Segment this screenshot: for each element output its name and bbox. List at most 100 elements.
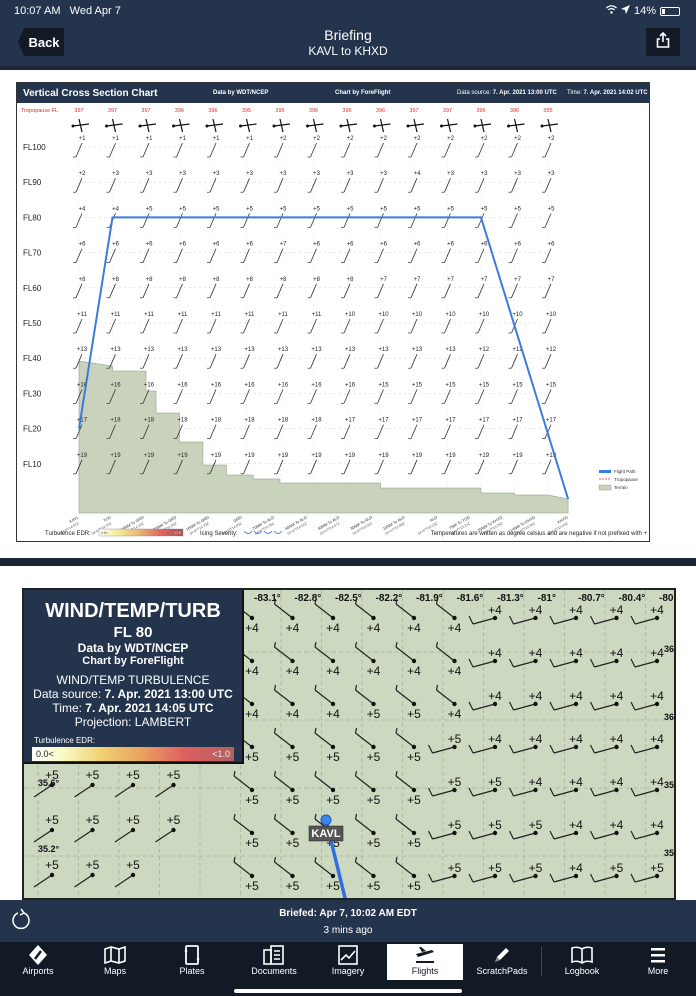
- tab-plates[interactable]: Plates: [154, 944, 230, 980]
- svg-text:+4: +4: [529, 603, 543, 617]
- refresh-icon: [12, 908, 30, 930]
- svg-text:+5: +5: [313, 206, 321, 212]
- svg-text:+4: +4: [610, 603, 624, 617]
- svg-text:+13: +13: [144, 347, 155, 353]
- svg-text:+1: +1: [79, 136, 87, 142]
- svg-text:+7: +7: [380, 277, 388, 283]
- svg-text:+4: +4: [569, 732, 583, 746]
- svg-text:+18: +18: [211, 418, 222, 424]
- svg-text:+19: +19: [110, 453, 121, 459]
- svg-text:+4: +4: [79, 206, 87, 212]
- svg-text:+4: +4: [650, 689, 664, 703]
- svg-text:FL70: FL70: [23, 249, 42, 258]
- svg-text:+4: +4: [245, 621, 259, 635]
- svg-text:+11: +11: [178, 312, 188, 318]
- svg-text:+19: +19: [378, 453, 389, 459]
- refresh-button[interactable]: [10, 908, 32, 932]
- svg-text:TOC: TOC: [102, 514, 112, 523]
- svg-text:+11: +11: [278, 312, 288, 318]
- tab-flights[interactable]: Flights: [387, 944, 463, 980]
- svg-text:+17: +17: [445, 418, 456, 424]
- svg-text:+13: +13: [345, 347, 356, 353]
- svg-text:-80: -80: [659, 593, 674, 604]
- svg-text:+6: +6: [414, 242, 422, 248]
- svg-text:+4: +4: [569, 603, 583, 617]
- svg-text:+16: +16: [345, 382, 356, 388]
- tab-maps[interactable]: Maps: [77, 944, 153, 980]
- svg-text:+4: +4: [650, 732, 664, 746]
- svg-text:+5: +5: [367, 836, 381, 850]
- svg-text:+4: +4: [286, 621, 300, 635]
- share-button[interactable]: [646, 28, 680, 56]
- svg-text:+5: +5: [286, 750, 300, 764]
- svg-text:+13: +13: [311, 347, 322, 353]
- svg-text:+5: +5: [280, 206, 288, 212]
- svg-text:+5: +5: [179, 206, 187, 212]
- tab-imagery[interactable]: Imagery: [310, 944, 386, 980]
- svg-text:+6: +6: [213, 242, 221, 248]
- wifi-icon: [606, 5, 617, 17]
- svg-text:+16: +16: [177, 382, 188, 388]
- maps-icon: [77, 944, 153, 966]
- svg-text:+4: +4: [407, 621, 421, 635]
- svg-text:+16: +16: [211, 382, 222, 388]
- svg-text:+8: +8: [213, 277, 221, 283]
- svg-text:-81.9°: -81.9°: [416, 593, 443, 604]
- svg-text:-81°: -81°: [538, 593, 556, 604]
- svg-text:396: 396: [342, 108, 351, 114]
- svg-text:+1: +1: [146, 136, 154, 142]
- svg-text:+2: +2: [481, 136, 489, 142]
- svg-text:+11: +11: [111, 312, 121, 318]
- svg-text:+4: +4: [448, 707, 462, 721]
- vertical-cross-section-chart[interactable]: Vertical Cross Section Chart Data by WDT…: [16, 82, 650, 542]
- airports-icon: [0, 944, 76, 966]
- svg-text:+18: +18: [144, 418, 155, 424]
- cross-section-plot: Tropopause FL 397 397 397 396 396 395 395 396 396…: [21, 108, 647, 537]
- svg-text:+2: +2: [79, 171, 87, 177]
- tab-documents[interactable]: Documents: [231, 944, 317, 980]
- svg-text:+16: +16: [278, 382, 289, 388]
- svg-text:35.: 35.: [664, 848, 674, 858]
- svg-text:+17: +17: [546, 418, 557, 424]
- flights-icon: [387, 944, 463, 966]
- svg-text:+5: +5: [86, 813, 100, 827]
- svg-text:+13: +13: [278, 347, 289, 353]
- tab-airports[interactable]: Airports: [0, 944, 76, 980]
- svg-text:397: 397: [74, 108, 83, 114]
- svg-text:+15: +15: [445, 382, 456, 388]
- svg-text:+6: +6: [79, 242, 87, 248]
- tab-more[interactable]: More: [620, 944, 696, 980]
- svg-text:+3: +3: [112, 171, 120, 177]
- svg-text:+6: +6: [112, 242, 120, 248]
- svg-text:+10: +10: [345, 312, 356, 318]
- svg-text:+19: +19: [512, 453, 523, 459]
- svg-text:+5: +5: [407, 793, 421, 807]
- tab-logbook[interactable]: Logbook: [544, 944, 620, 980]
- svg-text:+4: +4: [650, 775, 664, 789]
- svg-text:+2: +2: [514, 136, 522, 142]
- svg-text:+8: +8: [246, 277, 254, 283]
- svg-text:+5: +5: [448, 775, 462, 789]
- svg-text:+5: +5: [45, 858, 59, 872]
- svg-text:+5: +5: [286, 879, 300, 893]
- svg-text:+2: +2: [548, 136, 556, 142]
- svg-text:+13: +13: [378, 347, 389, 353]
- svg-text:+6: +6: [481, 242, 489, 248]
- svg-text:+17: +17: [512, 418, 523, 424]
- back-button[interactable]: Back: [18, 28, 64, 56]
- svg-text:FL100: FL100: [23, 143, 46, 152]
- svg-text:-82.5°: -82.5°: [335, 593, 362, 604]
- documents-icon: [231, 944, 317, 966]
- svg-text:+19: +19: [445, 453, 456, 459]
- chart-by: Chart by ForeFlight: [335, 90, 391, 96]
- svg-text:+7: +7: [414, 277, 422, 283]
- tab-bar: Airports Maps Plates Documents Imagery F…: [0, 942, 696, 996]
- svg-text:-82.2°: -82.2°: [376, 593, 403, 604]
- svg-text:-82.8°: -82.8°: [295, 593, 322, 604]
- svg-text:+19: +19: [144, 453, 155, 459]
- svg-text:+13: +13: [177, 347, 188, 353]
- svg-text:+5: +5: [448, 861, 462, 875]
- svg-text:+8: +8: [179, 277, 187, 283]
- map-time: Time: 7. Apr. 2021 14:05 UTC: [52, 701, 214, 715]
- tab-scratchpads[interactable]: ScratchPads: [464, 944, 540, 980]
